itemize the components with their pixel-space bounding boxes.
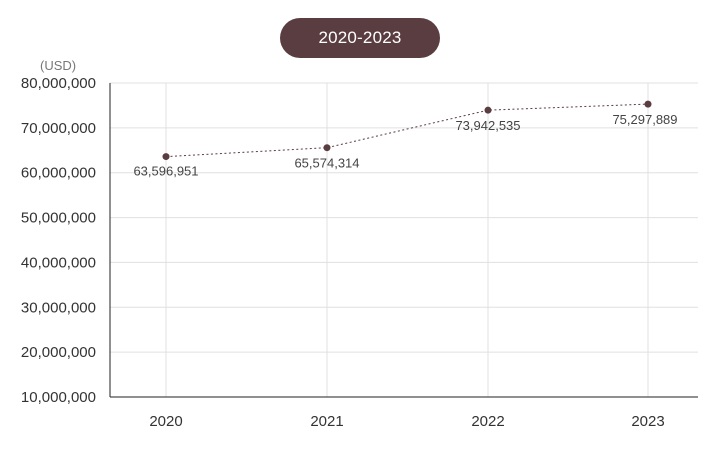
data-point[interactable] — [484, 106, 492, 114]
x-tick-label: 2023 — [631, 413, 664, 430]
y-tick-label: 50,000,000 — [21, 210, 96, 227]
data-point[interactable] — [644, 100, 652, 108]
data-label: 73,942,535 — [455, 118, 520, 133]
data-label: 75,297,889 — [612, 112, 677, 127]
x-tick-label: 2020 — [149, 413, 182, 430]
data-label: 65,574,314 — [294, 156, 359, 171]
y-tick-label: 10,000,000 — [21, 389, 96, 406]
grid-lines — [110, 82, 698, 397]
x-axis-ticks: 2020 2021 2022 2023 — [149, 413, 664, 430]
y-axis-unit-label: (USD) — [40, 58, 76, 73]
y-tick-label: 70,000,000 — [21, 120, 96, 137]
y-axis-ticks: 10,000,000 20,000,000 30,000,000 40,000,000… — [21, 75, 96, 406]
x-tick-label: 2021 — [310, 413, 343, 430]
y-tick-label: 30,000,000 — [21, 299, 96, 316]
series-line — [165, 103, 649, 158]
data-labels: 63,596,951 65,574,314 73,942,535 75,297,889 — [133, 112, 677, 178]
x-tick-label: 2022 — [471, 413, 504, 430]
series-layer — [162, 100, 652, 161]
data-label: 63,596,951 — [133, 164, 198, 179]
year-range-button[interactable]: 2020-2023 — [280, 18, 440, 58]
y-tick-label: 80,000,000 — [21, 75, 96, 92]
data-point[interactable] — [323, 144, 331, 152]
y-tick-label: 40,000,000 — [21, 254, 96, 271]
y-tick-label: 20,000,000 — [21, 344, 96, 361]
y-tick-label: 60,000,000 — [21, 165, 96, 182]
data-point[interactable] — [162, 153, 170, 161]
axes — [109, 83, 698, 398]
